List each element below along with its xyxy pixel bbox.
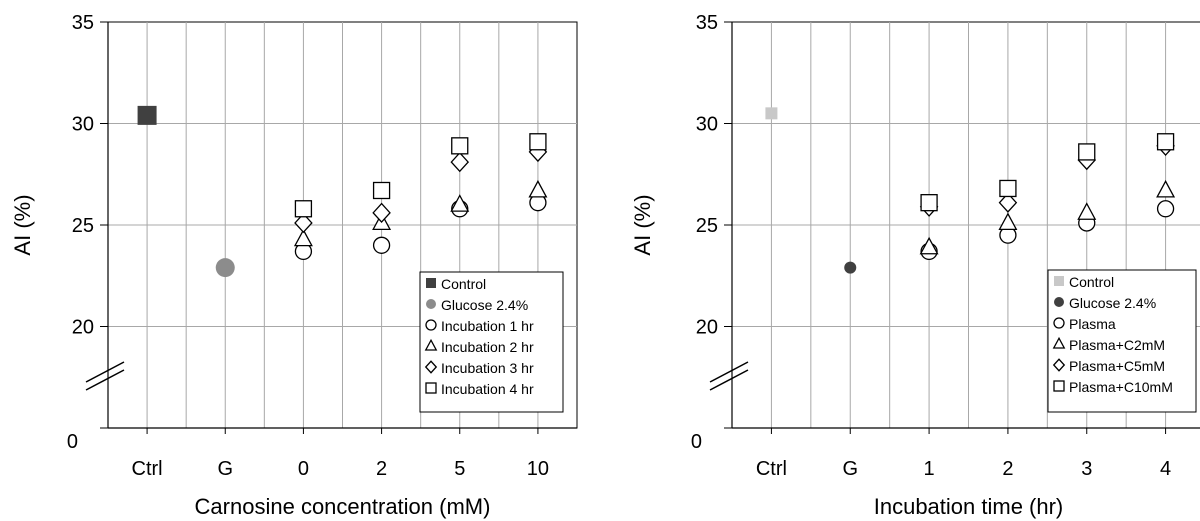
data-point xyxy=(844,261,857,274)
x-tick-label: G xyxy=(217,458,233,480)
data-point xyxy=(1156,200,1175,218)
y-tick-label: 35 xyxy=(72,12,94,34)
data-point xyxy=(372,181,391,200)
legend-label: Incubation 3 hr xyxy=(441,360,534,376)
legend-marker xyxy=(424,360,438,374)
y-axis-title: AI (%) xyxy=(630,194,655,255)
legend-marker xyxy=(1054,297,1064,307)
legend-label: Control xyxy=(441,276,486,292)
x-tick-label: Ctrl xyxy=(132,458,163,480)
data-point xyxy=(1077,202,1097,220)
legend-label: Glucose 2.4% xyxy=(441,297,528,313)
legend-marker xyxy=(1052,358,1066,372)
y-tick-label: 25 xyxy=(72,215,94,237)
data-point xyxy=(765,107,778,120)
data-point xyxy=(137,105,157,125)
x-tick-label: 3 xyxy=(1081,458,1092,480)
series-4 xyxy=(293,179,548,247)
legend-box xyxy=(419,271,564,413)
x-tick-label: 5 xyxy=(454,458,465,480)
legend-marker xyxy=(1054,276,1064,286)
data-point xyxy=(998,192,1018,213)
data-point xyxy=(528,179,548,198)
data-point xyxy=(1156,179,1176,198)
x-tick-label: Ctrl xyxy=(756,458,787,480)
data-point xyxy=(1078,143,1096,161)
data-point xyxy=(919,236,939,255)
x-tick-label: 1 xyxy=(924,458,935,480)
data-point xyxy=(293,228,313,247)
chart-2: 35 30 25 20 0 Ctrl G 1 2 3 4 Incubation time (hr) AI… xyxy=(630,12,1200,519)
legend-label: Incubation 2 hr xyxy=(441,339,534,355)
legend-box xyxy=(1047,269,1197,413)
y-tick-label: 25 xyxy=(696,215,718,237)
x-tick-label: 10 xyxy=(527,458,549,480)
y-tick-label: 35 xyxy=(696,12,718,34)
legend: Control Glucose 2.4% Plasma Plasma+C2mM Plas… xyxy=(1047,269,1197,413)
series-4 xyxy=(919,179,1176,255)
y-tick-label: 0 xyxy=(691,431,702,453)
legend-label: Control xyxy=(1069,274,1114,290)
series-6 xyxy=(920,133,1175,212)
legend-label: Plasma+C5mM xyxy=(1069,358,1165,374)
data-point xyxy=(451,137,469,155)
y-tick-label: 20 xyxy=(696,317,718,339)
x-axis-title: Carnosine concentration (mM) xyxy=(195,494,491,519)
data-point xyxy=(450,151,470,173)
series-2 xyxy=(215,258,235,278)
y-tick-label: 20 xyxy=(72,317,94,339)
data-point xyxy=(999,179,1017,198)
legend: Control Glucose 2.4% Incubation 1 hr Incuba… xyxy=(419,271,564,413)
x-tick-label: 4 xyxy=(1160,458,1171,480)
legend-marker xyxy=(425,382,437,394)
x-tick-label: 0 xyxy=(298,458,309,480)
legend-marker xyxy=(426,278,436,288)
series-2 xyxy=(844,261,857,274)
axis-break-mark xyxy=(85,361,125,391)
legend-marker xyxy=(1053,380,1065,392)
data-point xyxy=(529,133,547,151)
data-point xyxy=(215,258,235,278)
data-point xyxy=(998,212,1018,231)
legend-marker xyxy=(426,299,436,309)
data-point xyxy=(372,236,391,254)
data-point xyxy=(372,202,391,223)
legend-marker xyxy=(424,338,438,351)
y-tick-label: 0 xyxy=(67,431,78,453)
y-tick-label: 30 xyxy=(72,114,94,136)
data-point xyxy=(294,212,313,234)
legend-marker xyxy=(1053,317,1065,329)
y-tick-label: 30 xyxy=(696,114,718,136)
legend-label: Plasma+C10mM xyxy=(1069,379,1173,395)
legend-marker xyxy=(425,319,437,331)
series-1 xyxy=(765,107,778,120)
data-point xyxy=(1156,133,1175,151)
legend-label: Incubation 4 hr xyxy=(441,381,534,397)
data-point xyxy=(450,194,470,212)
data-point xyxy=(294,200,313,218)
y-axis-title: AI (%) xyxy=(10,194,35,255)
legend-label: Glucose 2.4% xyxy=(1069,295,1156,311)
legend-marker xyxy=(1052,336,1066,349)
x-tick-label: 2 xyxy=(1002,458,1013,480)
axis-break-mark xyxy=(709,361,749,391)
legend-label: Plasma xyxy=(1069,316,1116,332)
data-point xyxy=(920,194,938,212)
series-6 xyxy=(294,133,547,218)
x-axis-title: Incubation time (hr) xyxy=(874,494,1064,519)
legend-label: Incubation 1 hr xyxy=(441,318,534,334)
x-tick-label: 2 xyxy=(376,458,387,480)
x-tick-label: G xyxy=(842,458,858,480)
legend-label: Plasma+C2mM xyxy=(1069,337,1165,353)
series-1 xyxy=(137,105,157,125)
